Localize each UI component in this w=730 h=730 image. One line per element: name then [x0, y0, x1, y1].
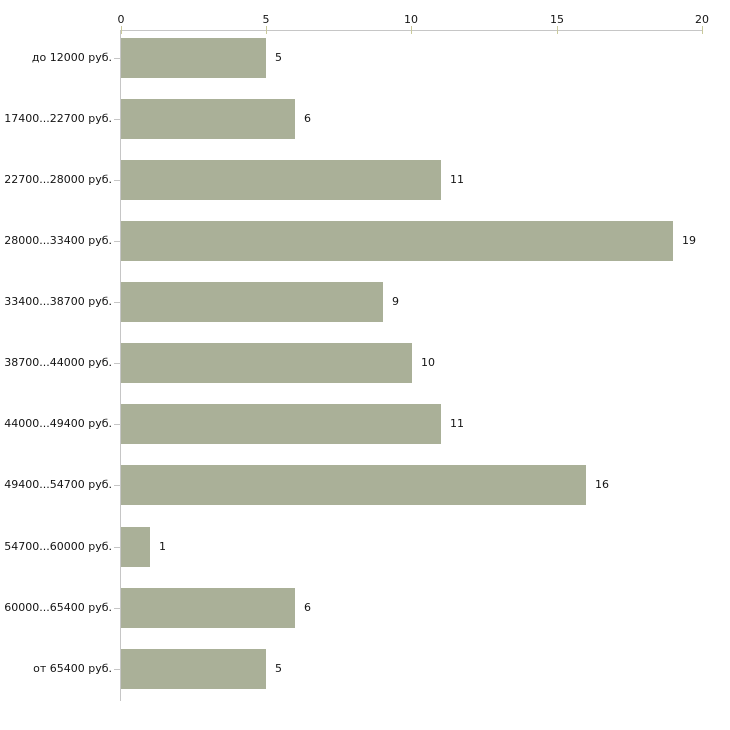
category-label: 17400...22700 руб.	[4, 112, 112, 125]
x-axis-tick	[557, 26, 558, 34]
y-axis-tick	[114, 119, 120, 120]
category-label: 38700...44000 руб.	[4, 356, 112, 369]
x-axis-tick	[266, 26, 267, 34]
category-label: от 65400 руб.	[33, 662, 112, 675]
x-axis-tick	[411, 26, 412, 34]
x-axis-tick	[702, 26, 703, 34]
y-axis-tick	[114, 180, 120, 181]
value-label: 19	[682, 234, 696, 247]
x-axis-tick-label: 10	[404, 13, 418, 26]
bar	[121, 282, 383, 322]
value-label: 16	[595, 478, 609, 491]
y-axis-tick	[114, 485, 120, 486]
value-label: 11	[450, 417, 464, 430]
x-axis-tick-label: 5	[262, 13, 270, 26]
value-label: 10	[421, 356, 435, 369]
bar	[121, 160, 441, 200]
bar	[121, 649, 266, 689]
bar	[121, 343, 412, 383]
category-label: до 12000 руб.	[31, 51, 112, 64]
x-axis-tick-label: 20	[695, 13, 709, 26]
category-label: 54700...60000 руб.	[4, 540, 112, 553]
value-label: 9	[392, 295, 399, 308]
category-label: 22700...28000 руб.	[4, 173, 112, 186]
y-axis-tick	[114, 302, 120, 303]
value-label: 11	[450, 173, 464, 186]
bar	[121, 465, 586, 505]
bar	[121, 404, 441, 444]
category-label: 44000...49400 руб.	[4, 417, 112, 430]
bar	[121, 588, 295, 628]
x-axis-tick-label: 15	[550, 13, 564, 26]
value-label: 1	[159, 540, 166, 553]
bar	[121, 38, 266, 78]
value-label: 6	[304, 601, 311, 614]
category-label: 33400...38700 руб.	[4, 295, 112, 308]
y-axis-tick	[114, 363, 120, 364]
y-axis-tick	[114, 608, 120, 609]
bar	[121, 221, 673, 261]
y-axis-tick	[114, 424, 120, 425]
x-axis-tick	[121, 26, 122, 34]
y-axis-tick	[114, 547, 120, 548]
y-axis-tick	[114, 58, 120, 59]
x-axis-tick-label: 0	[117, 13, 125, 26]
value-label: 5	[275, 51, 282, 64]
y-axis-tick	[114, 669, 120, 670]
y-axis-tick	[114, 241, 120, 242]
y-axis-line	[120, 30, 121, 701]
value-label: 6	[304, 112, 311, 125]
category-label: 28000...33400 руб.	[4, 234, 112, 247]
category-label: 49400...54700 руб.	[4, 478, 112, 491]
value-label: 5	[275, 662, 282, 675]
category-label: 60000...65400 руб.	[4, 601, 112, 614]
bar	[121, 527, 150, 567]
bar	[121, 99, 295, 139]
